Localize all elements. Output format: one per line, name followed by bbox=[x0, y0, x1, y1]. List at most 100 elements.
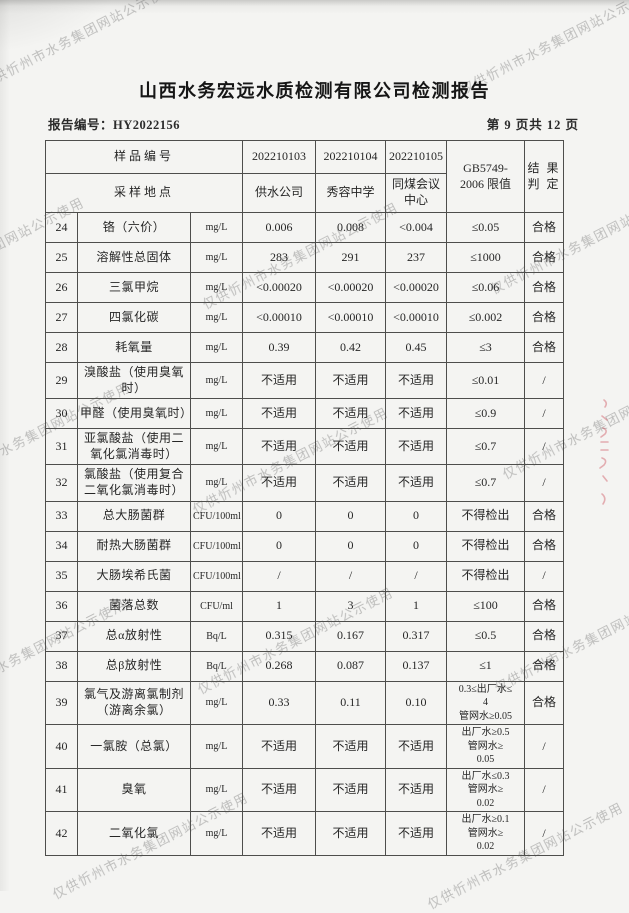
value-sample-1: 不适用 bbox=[242, 811, 316, 856]
table-row: 34 耐热大肠菌群 CFU/100ml 0 0 0 不得检出 合格 bbox=[45, 530, 564, 562]
unit: mg/L bbox=[190, 464, 243, 502]
row-number: 38 bbox=[45, 650, 78, 682]
standard-limit: ≤0.9 bbox=[446, 398, 525, 430]
unit: Bq/L bbox=[190, 620, 243, 652]
unit: mg/L bbox=[190, 811, 243, 856]
standard-limit: ≤0.5 bbox=[446, 620, 525, 652]
table-row: 30 甲醛（使用臭氧时） mg/L 不适用 不适用 不适用 ≤0.9 / bbox=[45, 398, 564, 430]
standard-line1: GB5749- bbox=[463, 160, 508, 175]
value-sample-1: <0.00020 bbox=[242, 272, 316, 303]
row-number: 34 bbox=[45, 530, 78, 562]
result-judgement: / bbox=[524, 361, 564, 400]
row-number: 28 bbox=[45, 332, 78, 363]
result-judgement: 合格 bbox=[524, 332, 564, 363]
standard-limit: ≤1 bbox=[446, 650, 525, 682]
result-judgement: / bbox=[524, 767, 564, 813]
value-sample-1: <0.00010 bbox=[242, 302, 316, 333]
value-sample-1: 不适用 bbox=[242, 464, 316, 502]
unit: mg/L bbox=[190, 361, 243, 400]
value-sample-1: 1 bbox=[242, 590, 316, 622]
value-sample-3: 不适用 bbox=[385, 767, 447, 813]
unit: CFU/ml bbox=[190, 590, 243, 622]
value-sample-2: 3 bbox=[315, 590, 386, 622]
result-judgement: 合格 bbox=[524, 530, 564, 562]
parameter-name: 一氯胺（总氯） bbox=[77, 724, 191, 769]
row-number: 42 bbox=[45, 811, 78, 856]
value-sample-2: 不适用 bbox=[315, 767, 386, 813]
standard-limit: 出厂水≤0.3 管网水≥ 0.02 bbox=[446, 767, 525, 813]
value-sample-3: 0 bbox=[385, 530, 447, 562]
standard-line2: 2006 限值 bbox=[459, 176, 511, 191]
table-row: 32 氯酸盐（使用复合二氧化氯消毒时） mg/L 不适用 不适用 不适用 ≤0.… bbox=[45, 464, 564, 502]
value-sample-1: 0 bbox=[242, 500, 316, 532]
table-row: 38 总β放射性 Bq/L 0.268 0.087 0.137 ≤1 合格 bbox=[45, 650, 564, 682]
report-number: 报告编号：HY2022156 bbox=[48, 118, 181, 132]
unit: CFU/100ml bbox=[190, 560, 243, 592]
value-sample-3: 0 bbox=[385, 500, 447, 532]
table-row: 39 氯气及游离氯制剂（游离余氯） mg/L 0.33 0.11 0.10 0.… bbox=[45, 680, 564, 726]
row-number: 31 bbox=[45, 428, 78, 466]
result-judgement: 合格 bbox=[524, 500, 564, 532]
table-row: 36 菌落总数 CFU/ml 1 3 1 ≤100 合格 bbox=[45, 590, 564, 622]
value-sample-2: 不适用 bbox=[315, 398, 386, 430]
standard-limit: ≤3 bbox=[446, 332, 525, 363]
unit: mg/L bbox=[190, 242, 243, 273]
value-sample-3: 不适用 bbox=[385, 398, 447, 430]
standard-limit: ≤0.7 bbox=[446, 464, 525, 502]
row-number: 30 bbox=[45, 398, 78, 430]
standard-limit: ≤0.06 bbox=[446, 272, 525, 303]
row-number: 37 bbox=[45, 620, 78, 652]
value-sample-2: 0.008 bbox=[315, 212, 386, 243]
parameter-name: 亚氯酸盐（使用二氧化氯消毒时） bbox=[77, 428, 191, 466]
standard-limit: 不得检出 bbox=[446, 560, 525, 592]
red-pen-mark bbox=[599, 399, 609, 505]
value-sample-1: 283 bbox=[242, 242, 316, 273]
unit: mg/L bbox=[190, 302, 243, 333]
table-row: 41 臭氧 mg/L 不适用 不适用 不适用 出厂水≤0.3 管网水≥ 0.02… bbox=[45, 767, 564, 813]
value-sample-1: 0.39 bbox=[242, 332, 316, 363]
result-line2: 判 定 bbox=[527, 176, 561, 191]
row-number: 32 bbox=[45, 464, 78, 502]
parameter-name: 甲醛（使用臭氧时） bbox=[77, 398, 191, 430]
value-sample-1: 不适用 bbox=[242, 398, 316, 430]
parameter-name: 总大肠菌群 bbox=[77, 500, 191, 532]
parameter-name: 耐热大肠菌群 bbox=[77, 530, 191, 562]
value-sample-3: 不适用 bbox=[385, 361, 447, 400]
value-sample-1: 不适用 bbox=[242, 361, 316, 400]
value-sample-2: 不适用 bbox=[315, 361, 386, 400]
row-number: 25 bbox=[45, 242, 78, 273]
result-judgement: 合格 bbox=[524, 590, 564, 622]
unit: mg/L bbox=[190, 767, 243, 813]
table-row: 27 四氯化碳 mg/L <0.00010 <0.00010 <0.00010 … bbox=[45, 302, 564, 333]
parameter-name: 大肠埃希氏菌 bbox=[77, 560, 191, 592]
parameter-name: 菌落总数 bbox=[77, 590, 191, 622]
standard-limit: 出厂水≥0.5 管网水≥ 0.05 bbox=[446, 724, 525, 769]
value-sample-2: 不适用 bbox=[315, 811, 386, 856]
value-sample-2: 0.42 bbox=[315, 332, 386, 363]
row-number: 40 bbox=[45, 724, 78, 769]
value-sample-3: 0.45 bbox=[385, 332, 447, 363]
row-number: 36 bbox=[45, 590, 78, 622]
result-judgement: 合格 bbox=[524, 212, 564, 243]
table-row: 35 大肠埃希氏菌 CFU/100ml / / / 不得检出 / bbox=[45, 560, 564, 592]
value-sample-1: 不适用 bbox=[242, 767, 316, 813]
value-sample-3: / bbox=[385, 560, 447, 592]
row-number: 26 bbox=[45, 272, 78, 303]
value-sample-2: <0.00020 bbox=[315, 272, 386, 303]
result-judgement: 合格 bbox=[524, 620, 564, 652]
parameter-name: 氯气及游离氯制剂（游离余氯） bbox=[77, 680, 191, 726]
standard-limit: ≤100 bbox=[446, 590, 525, 622]
table-row: 24 铬（六价） mg/L 0.006 0.008 <0.004 ≤0.05 合… bbox=[45, 212, 564, 243]
value-sample-3: <0.00020 bbox=[385, 272, 447, 303]
table-row: 29 溴酸盐（使用臭氧时） mg/L 不适用 不适用 不适用 ≤0.01 / bbox=[45, 361, 564, 400]
unit: mg/L bbox=[190, 428, 243, 466]
result-judgement: 合格 bbox=[524, 680, 564, 726]
parameter-name: 溶解性总固体 bbox=[77, 242, 191, 273]
value-sample-2: 0 bbox=[315, 530, 386, 562]
value-sample-1: 0.315 bbox=[242, 620, 316, 652]
standard-limit: ≤0.01 bbox=[446, 361, 525, 400]
row-number: 24 bbox=[45, 212, 78, 243]
unit: mg/L bbox=[190, 398, 243, 430]
standard-limit: ≤0.05 bbox=[446, 212, 525, 243]
